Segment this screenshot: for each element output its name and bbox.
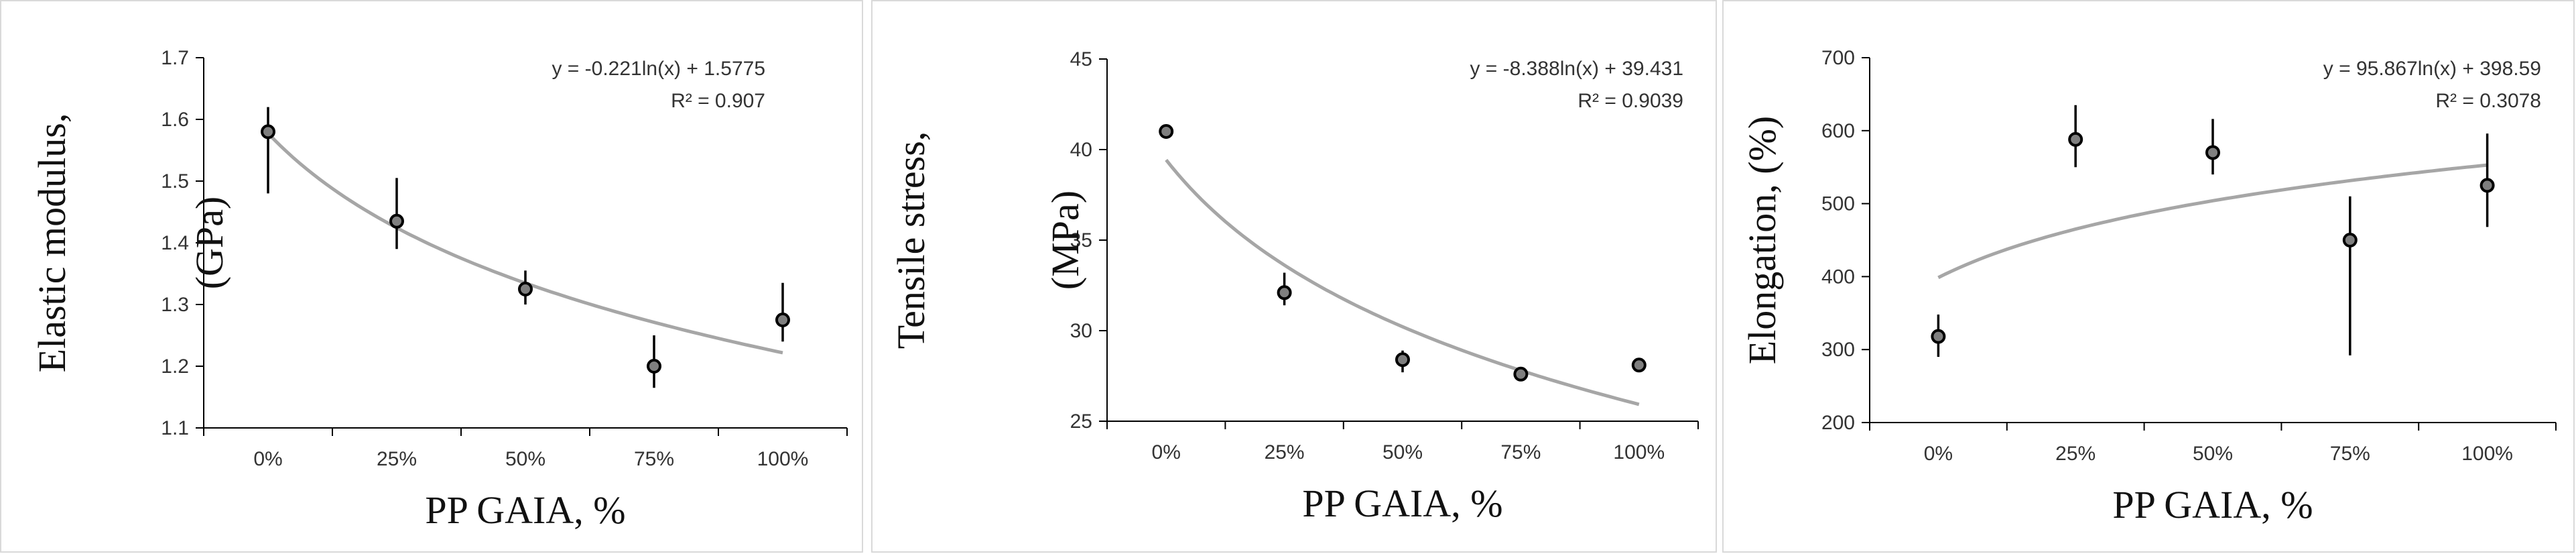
y-tick-label: 600 xyxy=(1821,120,1855,142)
x-tick-label: 100% xyxy=(2461,443,2513,465)
data-point xyxy=(1277,285,1292,300)
y-tick-label: 1.5 xyxy=(161,170,189,192)
y-tick-label: 35 xyxy=(1070,229,1092,252)
y-tick-label: 300 xyxy=(1821,339,1855,361)
trendline xyxy=(1165,158,1640,406)
x-tick-label: 100% xyxy=(1613,441,1665,463)
trendline xyxy=(267,131,783,355)
data-point xyxy=(1159,124,1174,139)
trendline-equation: y = -8.388ln(x) + 39.431 xyxy=(1470,58,1683,80)
chart-panel-elongation: 200 300 400 500 600 700 0% 25% 50% 75% 100% y = 95.… xyxy=(1722,0,2575,553)
y-axis-label: Elastic modulus, xyxy=(30,113,74,373)
y-tick-label: 1.2 xyxy=(161,355,189,378)
x-tick-label: 0% xyxy=(1924,443,1953,465)
data-point xyxy=(1631,357,1647,373)
data-point xyxy=(2480,178,2495,193)
data-point xyxy=(1513,366,1529,382)
x-tick-label: 0% xyxy=(1152,441,1181,463)
data-point xyxy=(389,213,404,229)
y-axis-label: Tensile stress, xyxy=(889,131,933,349)
trendline-r2: R² = 0.9039 xyxy=(1577,90,1683,112)
data-point xyxy=(2342,233,2358,247)
x-tick-label: 25% xyxy=(377,448,417,470)
data-point xyxy=(775,313,790,327)
x-tick-label: 75% xyxy=(2330,443,2370,465)
data-point xyxy=(518,282,533,296)
trendline-r2: R² = 0.907 xyxy=(671,90,765,112)
chart-tensile-stress: 25 30 35 40 45 0% 25% 50% 75% 100% y = -8.388ln(x)… xyxy=(889,48,1699,525)
x-axis-label: PP GAIA, % xyxy=(2112,483,2313,527)
y-tick-label: 500 xyxy=(1821,193,1855,215)
x-axis-label: PP GAIA, % xyxy=(1302,482,1502,525)
data-point xyxy=(261,124,275,140)
y-axis-label: (MPa) xyxy=(1043,190,1087,290)
y-tick-label: 1.4 xyxy=(161,232,189,254)
chart-panel-tensile-stress: 25 30 35 40 45 0% 25% 50% 75% 100% y = -8.388ln(x)… xyxy=(871,0,1717,553)
x-axis-label: PP GAIA, % xyxy=(425,488,625,532)
x-tick-label: 25% xyxy=(1265,441,1305,463)
y-tick-label: 1.3 xyxy=(161,294,189,316)
y-axis-label: (GPa) xyxy=(188,197,231,290)
data-point xyxy=(1931,329,1946,344)
data-point xyxy=(647,359,661,374)
x-tick-label: 50% xyxy=(2193,443,2233,465)
data-point xyxy=(1395,352,1410,368)
data-point xyxy=(2068,131,2083,147)
x-tick-label: 50% xyxy=(505,448,545,470)
x-tick-label: 25% xyxy=(2055,443,2096,465)
y-tick-label: 700 xyxy=(1821,47,1855,69)
x-tick-label: 100% xyxy=(757,448,809,470)
trendline-equation: y = -0.221ln(x) + 1.5775 xyxy=(552,58,765,80)
x-tick-label: 50% xyxy=(1382,441,1423,463)
y-tick-label: 40 xyxy=(1070,139,1092,161)
x-tick-label: 75% xyxy=(1500,441,1541,463)
y-tick-label: 1.7 xyxy=(161,47,189,69)
y-tick-label: 200 xyxy=(1821,412,1855,434)
chart-elastic-modulus: 1.1 1.2 1.3 1.4 1.5 1.6 1.7 0% 25% 50% 75% 100% y = … xyxy=(30,47,848,532)
trendline-r2: R² = 0.3078 xyxy=(2435,90,2541,112)
y-tick-label: 45 xyxy=(1070,48,1092,70)
y-tick-label: 1.1 xyxy=(161,417,189,439)
y-axis-label: Elongation, (%) xyxy=(1740,116,1784,364)
y-tick-label: 25 xyxy=(1070,410,1092,433)
chart-elongation: 200 300 400 500 600 700 0% 25% 50% 75% 100% y = 95.… xyxy=(1740,47,2557,527)
y-tick-label: 1.6 xyxy=(161,109,189,131)
chart-panel-elastic-modulus: 1.1 1.2 1.3 1.4 1.5 1.6 1.7 0% 25% 50% 75% 100% y = … xyxy=(0,0,863,553)
y-tick-label: 400 xyxy=(1821,266,1855,288)
trendline-equation: y = 95.867ln(x) + 398.59 xyxy=(2323,58,2541,80)
x-tick-label: 75% xyxy=(634,448,674,470)
trendline xyxy=(1937,163,2488,280)
x-tick-label: 0% xyxy=(253,448,282,470)
data-point xyxy=(2205,145,2220,160)
y-tick-label: 30 xyxy=(1070,320,1092,342)
